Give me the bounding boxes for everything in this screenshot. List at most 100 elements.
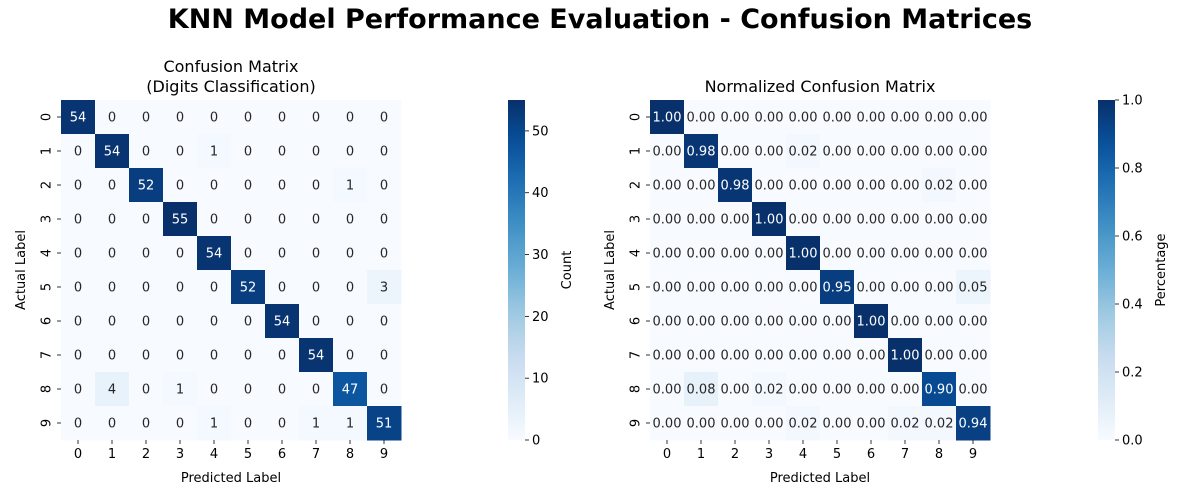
ncm-cell-0-2 [718,100,753,135]
ncm-cell-2-6 [854,168,889,203]
cm-cell-1-2 [129,134,164,169]
cm-ytick-label-4: 4 [40,249,55,257]
ncm-cell-label-3-9: 0.00 [959,213,988,228]
cm-cell-1-4 [197,134,232,169]
ncm-cell-label-3-8: 0.00 [925,213,954,228]
ncm-cell-4-9 [956,236,991,271]
cm-cell-3-6 [265,202,300,237]
ncm-ytick-label-3: 3 [629,215,644,223]
ncm-cell-label-9-7: 0.02 [891,417,920,432]
ncm-cell-6-4 [786,304,821,339]
ncm-cell-3-1 [684,202,719,237]
cm-colorbar-tick-label-3: 30 [532,248,549,263]
ncm-ytick-label-2: 2 [629,181,644,189]
ncm-cell-label-3-3: 1.00 [755,213,784,228]
ncm-cell-6-9 [956,304,991,339]
ncm-cell-label-2-1: 0.00 [687,179,716,194]
cm-cell-label-2-1: 0 [108,179,116,194]
cm-cell-4-6 [265,236,300,271]
cm-cell-label-4-7: 0 [312,247,320,262]
ncm-cell-7-5 [820,338,855,373]
ncm-ytick-label-6: 6 [629,317,644,325]
cm-cell-label-3-0: 0 [74,213,82,228]
cm-cell-6-9 [367,304,402,339]
ncm-cell-label-2-7: 0.00 [891,179,920,194]
cm-cell-3-9 [367,202,402,237]
ncm-cell-label-6-5: 0.00 [823,315,852,330]
ncm-xlabel: Predicted Label [770,471,870,486]
ncm-cell-1-9 [956,134,991,169]
ncm-cell-9-0 [650,406,685,441]
ncm-cell-9-5 [820,406,855,441]
cm-cell-6-3 [163,304,198,339]
cm-cell-label-7-0: 0 [74,349,82,364]
ncm-xtick-label-4: 4 [799,447,807,462]
ncm-cell-label-5-8: 0.00 [925,281,954,296]
cm-cell-label-5-9: 3 [380,281,388,296]
cm-colorbar-tick-label-4: 40 [532,186,549,201]
cm-cell-label-6-2: 0 [142,315,150,330]
cm-cell-label-0-3: 0 [176,111,184,126]
cm-cell-1-9 [367,134,402,169]
ncm-cell-label-6-1: 0.00 [687,315,716,330]
cm-cell-8-4 [197,372,232,407]
ncm-cell-9-9 [956,406,991,441]
cm-cell-label-3-8: 0 [346,213,354,228]
ncm-cell-label-2-4: 0.00 [789,179,818,194]
ncm-cell-3-4 [786,202,821,237]
ncm-cell-label-9-4: 0.02 [789,417,818,432]
cm-cell-1-5 [231,134,266,169]
cm-cell-label-3-7: 0 [312,213,320,228]
cm-cell-9-8 [333,406,368,441]
ncm-cell-label-4-3: 0.00 [755,247,784,262]
cm-xtick-label-3: 3 [176,447,184,462]
cm-cell-3-4 [197,202,232,237]
cm-cell-5-9 [367,270,402,305]
cm-cell-label-3-5: 0 [244,213,252,228]
cm-cell-9-0 [61,406,96,441]
ncm-cell-2-0 [650,168,685,203]
ncm-cell-5-7 [888,270,923,305]
cm-ytick-label-2: 2 [40,181,55,189]
cm-cell-label-0-5: 0 [244,111,252,126]
cm-cell-5-5 [231,270,266,305]
cm-cell-label-2-9: 0 [380,179,388,194]
ncm-cell-8-0 [650,372,685,407]
cm-cell-7-3 [163,338,198,373]
ncm-cell-label-8-7: 0.00 [891,383,920,398]
cm-ytick-label-3: 3 [40,215,55,223]
cm-cell-6-4 [197,304,232,339]
cm-cell-label-7-4: 0 [210,349,218,364]
ncm-cell-4-2 [718,236,753,271]
cm-ytick-label-7: 7 [40,351,55,359]
cm-cell-7-5 [231,338,266,373]
cm-cell-7-2 [129,338,164,373]
cm-cell-1-3 [163,134,198,169]
cm-cell-9-2 [129,406,164,441]
cm-cell-4-3 [163,236,198,271]
cm-cell-1-8 [333,134,368,169]
ncm-cell-0-9 [956,100,991,135]
ncm-cell-9-6 [854,406,889,441]
cm-cell-label-2-8: 1 [346,179,354,194]
cm-cell-label-3-6: 0 [278,213,286,228]
ncm-cell-3-0 [650,202,685,237]
cm-cell-label-6-9: 0 [380,315,388,330]
cm-cell-label-8-6: 0 [278,383,286,398]
cm-cell-7-1 [95,338,130,373]
cm-cell-label-8-1: 4 [108,383,116,398]
cm-ylabel: Actual Label [14,230,29,310]
cm-cell-9-9 [367,406,402,441]
cm-cell-label-5-4: 0 [210,281,218,296]
cm-title-line-0: Confusion Matrix [163,57,298,76]
cm-title-line-1: (Digits Classification) [146,77,315,96]
cm-cell-0-6 [265,100,300,135]
cm-cell-label-0-7: 0 [312,111,320,126]
ncm-cell-6-0 [650,304,685,339]
ncm-cell-9-1 [684,406,719,441]
ncm-cell-8-5 [820,372,855,407]
ncm-cell-3-6 [854,202,889,237]
cm-cell-label-7-5: 0 [244,349,252,364]
cm-cell-5-3 [163,270,198,305]
